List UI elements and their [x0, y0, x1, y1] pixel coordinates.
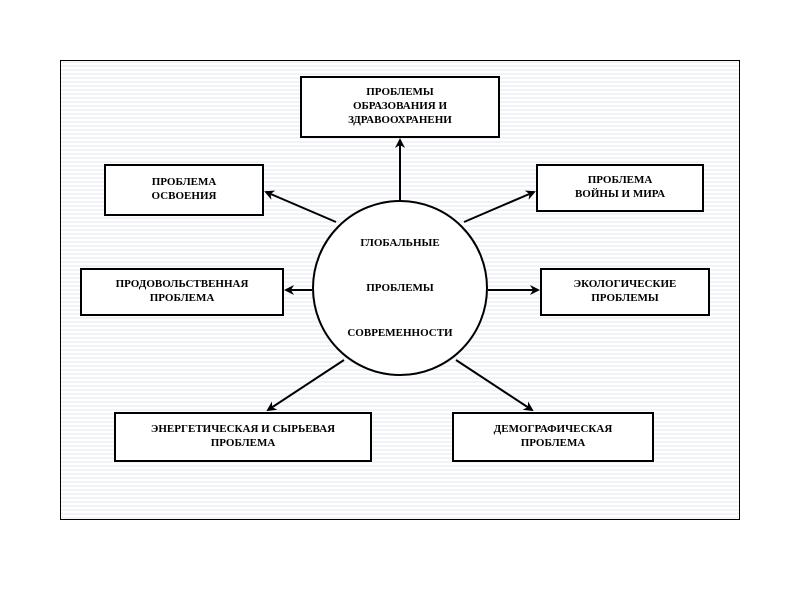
node-label: ВОЙНЫ И МИРА	[544, 188, 696, 202]
node-label: ДЕМОГРАФИЧЕСКАЯ	[460, 423, 646, 437]
node-label: ПРОДОВОЛЬСТВЕННАЯ	[88, 278, 276, 292]
node-label: ОСВОЕНИЯ	[112, 190, 256, 204]
node-label: ПРОБЛЕМА	[88, 292, 276, 306]
center-node: ГЛОБАЛЬНЫЕ ПРОБЛЕМЫ СОВРЕМЕННОСТИ	[312, 200, 488, 376]
node-n_mr: ЭКОЛОГИЧЕСКИЕПРОБЛЕМЫ	[540, 268, 710, 316]
node-label: ПРОБЛЕМЫ	[548, 292, 702, 306]
node-label: ЭКОЛОГИЧЕСКИЕ	[548, 278, 702, 292]
node-label: ЭНЕРГЕТИЧЕСКАЯ И СЫРЬЕВАЯ	[122, 423, 364, 437]
node-n_br: ДЕМОГРАФИЧЕСКАЯПРОБЛЕМА	[452, 412, 654, 462]
node-label: ЗДРАВООХРАНЕНИ	[308, 114, 492, 128]
node-n_tl: ПРОБЛЕМАОСВОЕНИЯ	[104, 164, 264, 216]
center-label-1: ГЛОБАЛЬНЫЕ	[360, 236, 439, 250]
node-label: ПРОБЛЕМА	[112, 176, 256, 190]
center-label-3: СОВРЕМЕННОСТИ	[347, 326, 452, 340]
node-label: ПРОБЛЕМА	[122, 437, 364, 451]
diagram-canvas: ГЛОБАЛЬНЫЕ ПРОБЛЕМЫ СОВРЕМЕННОСТИ ПРОБЛЕ…	[0, 0, 800, 600]
node-n_ml: ПРОДОВОЛЬСТВЕННАЯПРОБЛЕМА	[80, 268, 284, 316]
node-label: ПРОБЛЕМЫ	[308, 86, 492, 100]
node-label: ПРОБЛЕМА	[544, 174, 696, 188]
node-n_bl: ЭНЕРГЕТИЧЕСКАЯ И СЫРЬЕВАЯПРОБЛЕМА	[114, 412, 372, 462]
center-label-2: ПРОБЛЕМЫ	[366, 281, 433, 295]
node-label: ОБРАЗОВАНИЯ И	[308, 100, 492, 114]
node-n_top: ПРОБЛЕМЫОБРАЗОВАНИЯ ИЗДРАВООХРАНЕНИ	[300, 76, 500, 138]
node-n_tr: ПРОБЛЕМАВОЙНЫ И МИРА	[536, 164, 704, 212]
node-label: ПРОБЛЕМА	[460, 437, 646, 451]
